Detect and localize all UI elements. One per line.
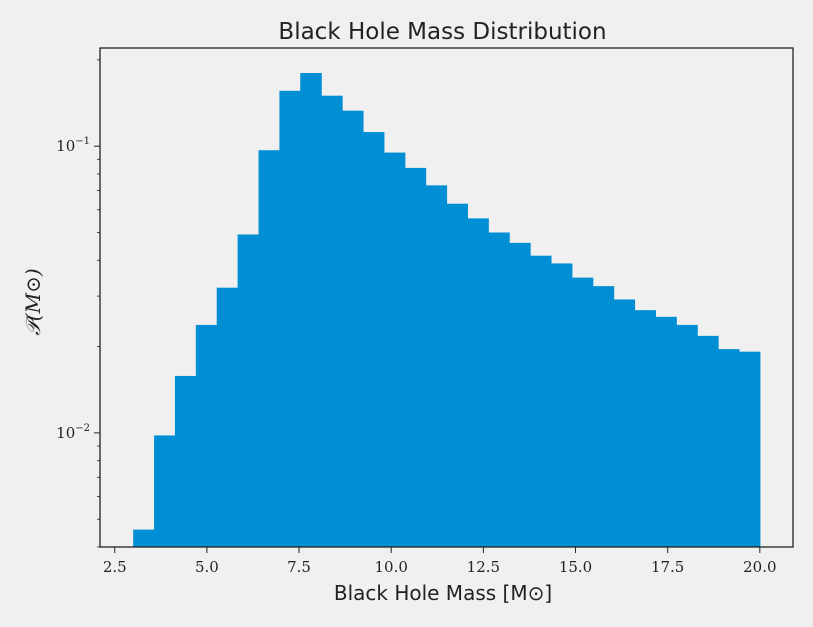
histogram-bar bbox=[530, 255, 552, 547]
histogram-bar bbox=[195, 324, 218, 547]
x-tick-label: 17.5 bbox=[651, 558, 684, 576]
histogram-bar bbox=[676, 324, 698, 547]
chart-title: Black Hole Mass Distribution bbox=[278, 19, 606, 45]
histogram-bar bbox=[174, 375, 197, 547]
histogram-bar bbox=[571, 277, 594, 547]
bars-group bbox=[133, 72, 761, 548]
y-axis-ticks: 10−2 10−1 bbox=[56, 59, 100, 548]
histogram-bar bbox=[697, 335, 719, 547]
histogram-bar bbox=[738, 351, 761, 547]
histogram-bar bbox=[216, 287, 239, 547]
histogram-bar bbox=[592, 286, 615, 547]
histogram-bar bbox=[321, 95, 343, 547]
x-axis-ticks: 2.5 5.0 7.5 10.0 12.5 15.0 17.5 20.0 bbox=[103, 547, 777, 576]
histogram-bar bbox=[613, 299, 636, 547]
histogram-bar bbox=[509, 242, 531, 547]
x-axis-label: Black Hole Mass [M⊙] bbox=[334, 581, 552, 605]
histogram-bar bbox=[362, 132, 385, 547]
histogram-bar bbox=[300, 72, 322, 548]
histogram-bar bbox=[488, 232, 510, 548]
histogram-bar bbox=[550, 263, 573, 547]
histogram-bar bbox=[383, 152, 406, 547]
histogram-bar bbox=[342, 110, 364, 548]
histogram-bar bbox=[467, 218, 489, 547]
histogram-bar bbox=[258, 150, 281, 548]
histogram-bar bbox=[133, 529, 155, 547]
y-tick-label: 10−2 bbox=[56, 423, 90, 442]
histogram-bar bbox=[404, 167, 427, 547]
x-tick-label: 20.0 bbox=[743, 558, 776, 576]
x-tick-label: 10.0 bbox=[375, 558, 408, 576]
y-tick-label: 10−1 bbox=[56, 136, 90, 155]
y-axis-label: 𝒫(M⊙) bbox=[21, 268, 45, 335]
x-tick-label: 12.5 bbox=[467, 558, 500, 576]
histogram-bar bbox=[279, 90, 301, 547]
histogram-bar bbox=[425, 185, 448, 547]
histogram-bar bbox=[154, 435, 176, 547]
histogram-bar bbox=[446, 203, 468, 547]
x-tick-label: 5.0 bbox=[195, 558, 219, 576]
histogram-bar bbox=[237, 234, 260, 547]
x-tick-label: 2.5 bbox=[103, 558, 127, 576]
x-tick-label: 7.5 bbox=[287, 558, 311, 576]
x-tick-label: 15.0 bbox=[559, 558, 592, 576]
histogram-bar bbox=[634, 310, 656, 547]
histogram-bar bbox=[718, 349, 740, 547]
plot-frame bbox=[99, 47, 794, 548]
histogram-bar bbox=[655, 316, 677, 547]
